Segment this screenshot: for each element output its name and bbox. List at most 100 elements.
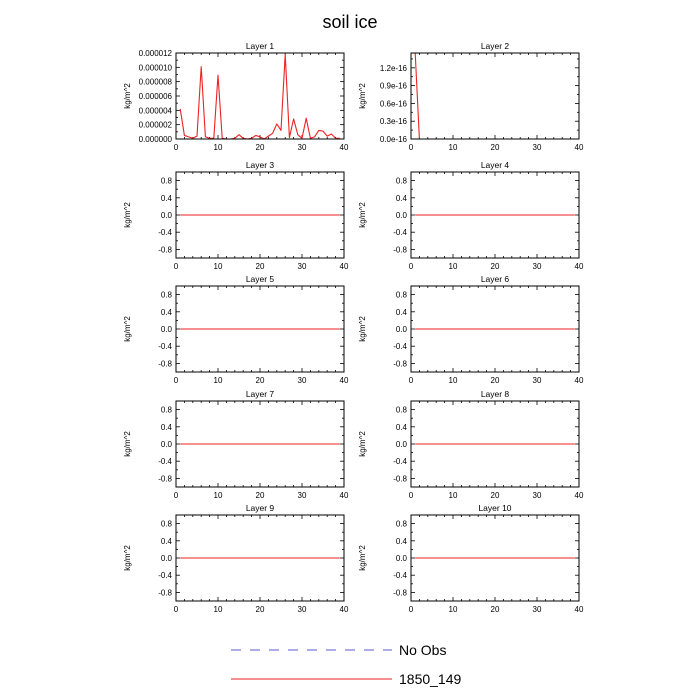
panel-1-frame	[175, 52, 345, 140]
panel-5-xtick-label: 40	[340, 376, 349, 385]
panel-6-ytick-label: 0.8	[396, 291, 408, 300]
panel-2-frame	[410, 52, 580, 140]
panel-2-ytick-label: 0.0e-16	[380, 135, 408, 144]
panel-8-ytick-label: -0.8	[393, 474, 407, 483]
panel-8-xtick-label: 40	[575, 491, 584, 500]
panel-5-xtick-label: 20	[256, 376, 265, 385]
panel-10-xtick-label: 10	[449, 605, 458, 614]
legend-label-no-obs: No Obs	[399, 642, 446, 658]
panel-3-ytick-label: -0.8	[158, 245, 172, 254]
panel-8-xtick-label: 10	[449, 491, 458, 500]
panel-10-xtick-label: 30	[533, 605, 542, 614]
panel-1-ytick-label: 0.000008	[139, 78, 173, 87]
panel-6-ytick-label: -0.8	[393, 359, 407, 368]
panel-5-xtick-label: 0	[174, 376, 179, 385]
panel-10-ytick-label: -0.8	[393, 588, 407, 597]
panel-6-frame	[410, 285, 580, 373]
panel-3-ytick-label: -0.4	[158, 228, 172, 237]
panel-8-title: Layer 8	[481, 389, 510, 399]
panel-1-ytick-label: 0.000000	[139, 135, 173, 144]
panel-2-xtick-label: 10	[449, 143, 458, 152]
panel-1-ytick-label: 0.000010	[139, 63, 173, 72]
panel-1-xtick-label: 0	[174, 143, 179, 152]
chart-panel-layer-3: Layer 3 kg/m^2 0 10 20 30 40 -0.8 -0.4 0.0 0.4 0.8	[123, 160, 349, 271]
panel-10-frame	[410, 514, 580, 602]
panel-4-ytick-label: 0.0	[396, 211, 408, 220]
panel-4-title: Layer 4	[481, 160, 510, 170]
panel-1-ytick-label: 0.000006	[139, 92, 173, 101]
panel-2-title: Layer 2	[481, 41, 510, 51]
panel-7-xtick-label: 0	[174, 491, 179, 500]
panel-1-ytick-label: 0.000012	[139, 49, 173, 58]
panel-4-ylabel: kg/m^2	[358, 202, 367, 228]
panel-10-ytick-label: 0.0	[396, 554, 408, 563]
panel-1-xtick-label: 40	[340, 143, 349, 152]
panel-7-frame	[175, 400, 345, 488]
panel-10-xtick-label: 0	[409, 605, 414, 614]
panel-6-xtick-label: 40	[575, 376, 584, 385]
panel-9-ytick-label: -0.4	[158, 571, 172, 580]
panel-8-xtick-label: 20	[491, 491, 500, 500]
panel-8-frame	[410, 400, 580, 488]
panel-3-xtick-label: 10	[214, 262, 223, 271]
panel-4-ytick-label: -0.4	[393, 228, 407, 237]
panel-10-xtick-label: 40	[575, 605, 584, 614]
panel-5-ytick-label: -0.8	[158, 359, 172, 368]
panel-grid: Layer 1kg/m^20 10 20 30 400.0000000.0000020.…	[123, 41, 584, 614]
panel-10-ytick-label: 0.4	[396, 537, 408, 546]
panel-7-ytick-label: 0.4	[161, 423, 173, 432]
panel-2-xtick-label: 30	[533, 143, 542, 152]
panel-4-xtick-label: 0	[409, 262, 414, 271]
panel-1-xtick-label: 30	[298, 143, 307, 152]
panel-9-ytick-label: -0.8	[158, 588, 172, 597]
panel-9-xtick-label: 30	[298, 605, 307, 614]
panel-7-ylabel: kg/m^2	[123, 431, 132, 457]
panel-4-ytick-label: -0.8	[393, 245, 407, 254]
panel-5-ytick-label: 0.4	[161, 308, 173, 317]
panel-3-ylabel: kg/m^2	[123, 202, 132, 228]
chart-panel-layer-1: Layer 1 kg/m^2 0 10 20 30 40 0.000000 0.000002 0.…	[123, 41, 349, 152]
panel-4-xtick-label: 10	[449, 262, 458, 271]
panel-6-title: Layer 6	[481, 274, 510, 284]
panel-4-xtick-label: 30	[533, 262, 542, 271]
chart-panel-layer-8: Layer 8 kg/m^2 0 10 20 30 40 -0.8 -0.4 0.0 0.4 0.8	[358, 389, 584, 500]
panel-2-ylabel: kg/m^2	[358, 83, 367, 109]
panel-1-ytick-label: 0.000002	[139, 121, 173, 130]
panel-9-ytick-label: 0.4	[161, 537, 173, 546]
panel-4-ytick-label: 0.8	[396, 177, 408, 186]
panel-2-xtick-label: 0	[409, 143, 414, 152]
panel-5-xtick-label: 30	[298, 376, 307, 385]
panel-9-frame	[175, 514, 345, 602]
panel-2-ytick-label: 1.2e-16	[380, 64, 408, 73]
panel-2-ytick-label: 0.9e-16	[380, 82, 408, 91]
panel-2-ytick-label: 0.6e-16	[380, 99, 408, 108]
panel-4-ytick-label: 0.4	[396, 194, 408, 203]
panel-2-ytick-label: 0.3e-16	[380, 117, 408, 126]
panel-10-xtick-label: 20	[491, 605, 500, 614]
panel-5-frame	[175, 285, 345, 373]
panel-4-xtick-label: 20	[491, 262, 500, 271]
panel-3-ytick-label: 0.8	[161, 177, 173, 186]
panel-9-ylabel: kg/m^2	[123, 545, 132, 571]
chart-panel-layer-5: Layer 5 kg/m^2 0 10 20 30 40 -0.8 -0.4 0.0 0.4 0.8	[123, 274, 349, 385]
panel-7-ytick-label: -0.4	[158, 457, 172, 466]
panel-3-xtick-label: 20	[256, 262, 265, 271]
panel-3-ytick-label: 0.0	[161, 211, 173, 220]
panel-3-xtick-label: 0	[174, 262, 179, 271]
panel-3-title: Layer 3	[246, 160, 275, 170]
panel-3-frame	[175, 171, 345, 259]
panel-6-xtick-label: 20	[491, 376, 500, 385]
panel-6-xtick-label: 0	[409, 376, 414, 385]
chart-panel-layer-10: Layer 10 kg/m^2 0 10 20 30 40 -0.8 -0.4 0.0 0.4 0.8	[358, 503, 584, 614]
panel-7-xtick-label: 30	[298, 491, 307, 500]
panel-6-xtick-label: 30	[533, 376, 542, 385]
panel-9-title: Layer 9	[246, 503, 275, 513]
panel-9-xtick-label: 20	[256, 605, 265, 614]
panel-5-ytick-label: 0.8	[161, 291, 173, 300]
panel-5-ytick-label: 0.0	[161, 325, 173, 334]
panel-7-xtick-label: 20	[256, 491, 265, 500]
panel-7-xtick-label: 40	[340, 491, 349, 500]
panel-1-series-1850-149	[179, 53, 340, 140]
panel-8-ytick-label: 0.8	[396, 406, 408, 415]
panel-10-ytick-label: 0.8	[396, 520, 408, 529]
